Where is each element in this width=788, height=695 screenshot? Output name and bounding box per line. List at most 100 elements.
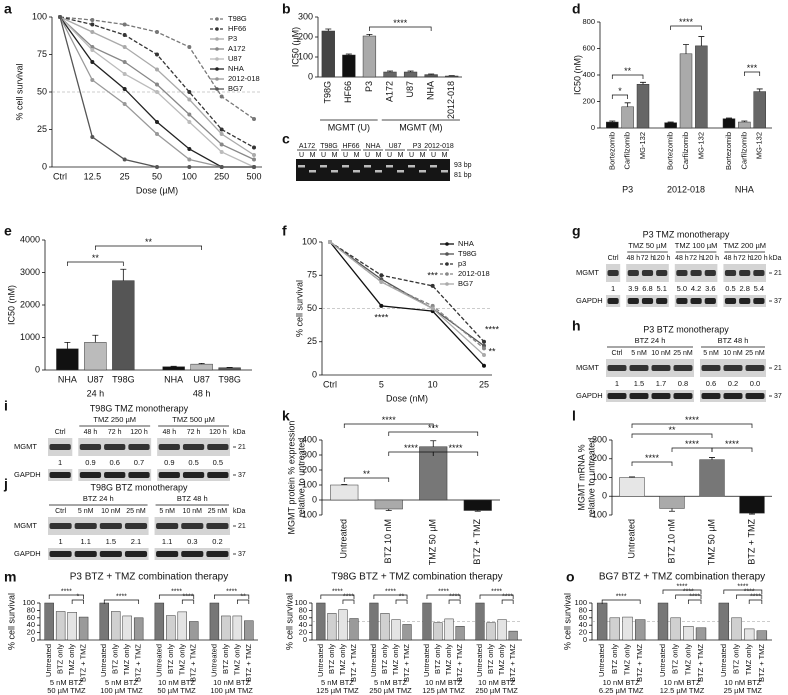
y-tick-label: 100 xyxy=(574,598,587,607)
band xyxy=(641,270,654,276)
significance-bracket xyxy=(373,594,408,599)
marker xyxy=(187,165,192,169)
y-tick-label: 80 xyxy=(27,605,35,614)
x-tick-label: Bortezomib xyxy=(666,132,675,170)
significance-label: ** xyxy=(92,253,100,263)
bar xyxy=(362,35,377,78)
panel-label: m xyxy=(4,569,16,585)
x-tick-label: Untreated xyxy=(154,644,163,677)
bar xyxy=(380,613,390,641)
bar xyxy=(422,602,432,641)
bar xyxy=(133,617,144,641)
y-tick-label: 1000 xyxy=(20,332,40,342)
significance-label: ** xyxy=(363,469,371,479)
panel-label: g xyxy=(572,223,581,239)
error-bar xyxy=(407,70,414,72)
sublane-label: M xyxy=(420,152,426,159)
bar xyxy=(391,619,401,641)
panel-label: f xyxy=(282,223,287,239)
significance-label: **** xyxy=(385,588,396,595)
y-tick-label: 200 xyxy=(582,96,595,105)
kda-value: 37 xyxy=(774,298,782,305)
marker xyxy=(430,283,435,288)
significance-label: **** xyxy=(448,443,463,453)
row-label: GAPDH xyxy=(576,296,603,305)
densitometry-value: 2.1 xyxy=(131,537,141,546)
legend-marker xyxy=(215,87,219,91)
kda-value: 37 xyxy=(238,551,246,558)
error-bar xyxy=(430,440,437,447)
panel-label: c xyxy=(282,131,290,147)
band xyxy=(364,165,371,168)
y-tick-label: 300 xyxy=(298,11,313,21)
lane-label: 72 h xyxy=(108,429,122,436)
significance-bracket xyxy=(158,594,195,599)
marker xyxy=(155,30,159,34)
significance-label: **** xyxy=(438,588,449,595)
lane-label: 48 h xyxy=(84,429,98,436)
sublane-label: U xyxy=(387,152,392,159)
lane-label: 10 nM xyxy=(723,350,743,357)
error-bar xyxy=(756,88,763,92)
band xyxy=(128,444,150,450)
line xyxy=(329,241,485,343)
y-tick-label: 40 xyxy=(27,620,35,629)
legend-marker xyxy=(445,242,449,246)
group-label: 250 µM TMZ xyxy=(369,686,412,695)
band xyxy=(607,393,627,399)
band xyxy=(181,523,204,529)
significance-bracket xyxy=(631,423,753,428)
y-tick-label: 100 xyxy=(302,479,317,489)
bar xyxy=(111,611,121,641)
marker xyxy=(187,90,192,94)
bar xyxy=(722,118,736,129)
sublane-label: M xyxy=(354,152,360,159)
kda-label: kDa xyxy=(233,508,246,515)
x-tick-label: Carfilzomib xyxy=(623,132,632,170)
densitometry-value: 1 xyxy=(615,379,619,388)
densitometry-value: 0.0 xyxy=(750,379,760,388)
error-bar xyxy=(669,508,675,512)
blot-title: T98G TMZ monotherapy xyxy=(90,403,189,413)
legend-label: T98G xyxy=(458,249,477,258)
y-axis-label: % cell survival xyxy=(562,593,572,650)
x-tick-label: 50 xyxy=(152,171,162,181)
y-tick-label: 0 xyxy=(602,491,607,501)
x-tick-label: Untreated xyxy=(316,644,325,677)
significance-label: **** xyxy=(343,593,354,600)
densitometry-value: 3.9 xyxy=(628,284,638,293)
group-label: 250 µM TMZ xyxy=(475,686,518,695)
y-axis-label: IC50 (nM) xyxy=(572,55,582,95)
significance-bracket xyxy=(432,451,479,456)
band xyxy=(723,365,743,371)
marker xyxy=(252,165,256,169)
x-tick-label: BTZ only xyxy=(671,644,680,674)
group-label: 10 nM BTZ xyxy=(213,678,251,687)
bar xyxy=(424,74,438,78)
band xyxy=(430,165,437,168)
bar xyxy=(78,616,89,641)
group-header: BTZ 48 h xyxy=(177,494,208,503)
densitometry-value: 1.7 xyxy=(656,379,666,388)
band xyxy=(156,551,179,557)
group-header: TMZ 100 µM xyxy=(675,241,718,250)
chart-title: BG7 BTZ + TMZ combination therapy xyxy=(599,572,765,583)
y-tick-label: 75 xyxy=(307,270,317,280)
bar xyxy=(232,615,243,641)
significance-label: ** xyxy=(399,593,405,600)
bar xyxy=(695,45,708,129)
bar xyxy=(699,459,725,497)
y-tick-label: 75 xyxy=(37,49,47,59)
panel-label: a xyxy=(4,1,12,17)
x-tick-label: BTZ + TMZ xyxy=(134,644,143,682)
group-label: 6.25 µM TMZ xyxy=(599,686,644,695)
marker xyxy=(155,120,159,124)
densitometry-value: 0.8 xyxy=(678,379,688,388)
group-label: 25 µM TMZ xyxy=(724,686,763,695)
x-tick-label: TMZ only xyxy=(683,644,692,676)
bar xyxy=(403,71,418,78)
bar xyxy=(622,616,633,641)
bar xyxy=(112,280,135,371)
y-tick-label: 50 xyxy=(307,303,317,313)
bar xyxy=(609,617,621,641)
